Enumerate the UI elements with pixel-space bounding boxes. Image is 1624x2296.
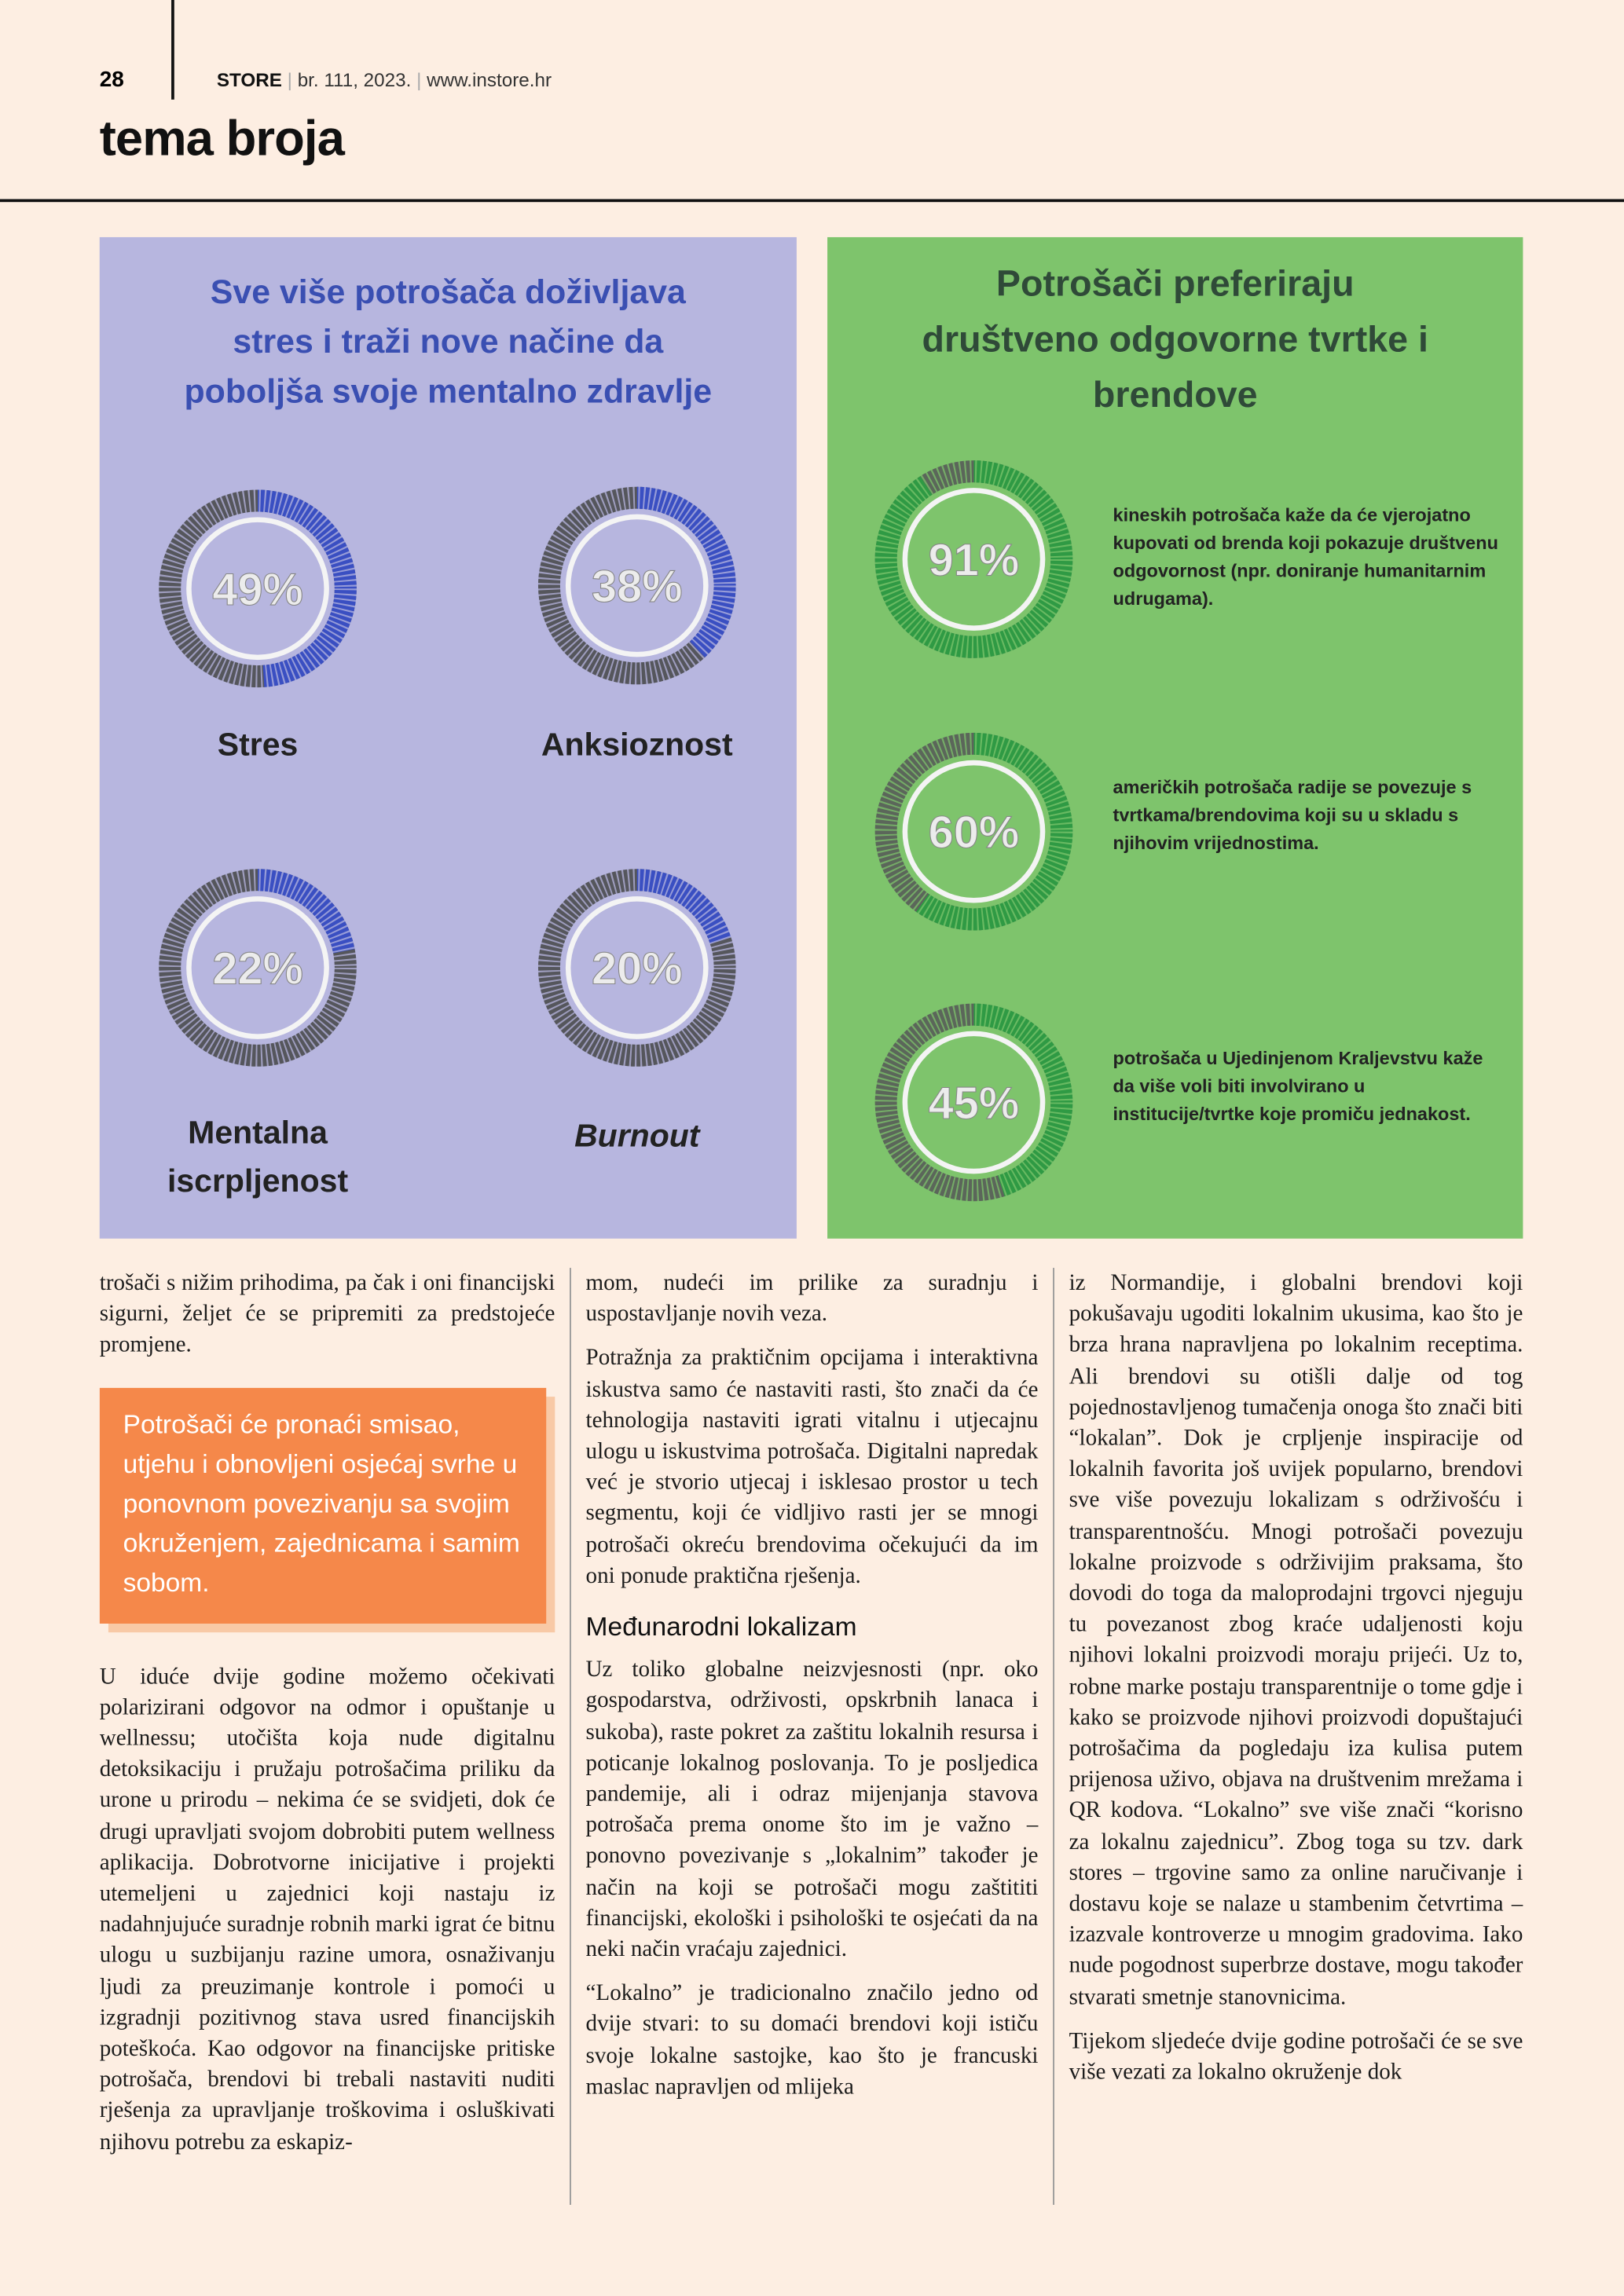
donut-label: Burnout [574, 1117, 702, 1153]
infographic-title: društveno odgovorne tvrtke i [922, 318, 1428, 359]
website: www.instore.hr [427, 68, 552, 91]
page-number: 28 [99, 67, 124, 93]
donut-label: iscrpljenost [167, 1163, 348, 1199]
paragraph: mom, nudeći im prilike za suradnju i usp… [585, 1270, 1039, 1327]
paragraph: trošači s nižim prihodima, pa čak i oni … [99, 1270, 555, 1358]
paragraph: Uz toliko globalne neizvjesnosti (npr. o… [585, 1657, 1039, 1962]
paragraph: iz Normandije, i globalni brendovi koji … [1069, 1270, 1523, 2010]
donut-inner-ring [186, 896, 329, 1039]
donut-ticks [874, 460, 1074, 659]
donut-value: 60% [929, 807, 1020, 858]
section-title: tema broja [99, 111, 345, 167]
masthead: STORE | br. 111, 2023. | www.instore.hr [216, 68, 552, 91]
donut-inner-ring [186, 517, 329, 661]
column-rule [570, 1268, 571, 2205]
pull-quote: Potrošači će pronaći smisao, utjehu i ob… [99, 1387, 547, 1624]
donut-arc [537, 869, 736, 1067]
donut-arc [159, 869, 357, 1067]
donut-ticks [537, 485, 737, 686]
issue: br. 111, 2023. [297, 68, 412, 91]
donut-inner-ring [902, 760, 1046, 903]
paragraph: Tijekom sljedeće dvije godine potrošači … [1069, 2029, 1523, 2085]
donut-inner-ring [565, 514, 709, 657]
paragraph: U iduće dvije godine možemo očekivati po… [99, 1664, 555, 2155]
donut-ticks [158, 489, 357, 689]
infographic-title: poboljša svoje mentalno zdravlje [185, 373, 713, 411]
donut-inner-ring [902, 1031, 1046, 1174]
donut-value: 49% [212, 565, 303, 615]
infographic-title: Sve više potrošača doživljava [211, 273, 687, 311]
paragraph: Potražnja za praktičnim opcijama i inter… [585, 1346, 1039, 1588]
donut-inner-ring [565, 896, 709, 1039]
infographics: Sve više potrošača doživljava stres i tra… [99, 236, 1523, 1239]
donut-inner-ring [902, 488, 1046, 631]
brand: STORE [216, 68, 282, 91]
donut-value: 45% [929, 1078, 1020, 1129]
infographic-title: Potrošači preferiraju [996, 262, 1355, 303]
donut-value: 91% [929, 535, 1020, 585]
header-rule [171, 0, 174, 100]
donut-ticks [874, 1002, 1074, 1203]
donut-description: američkih potrošača radije se povezuje s… [1113, 777, 1472, 854]
infographic-panel [99, 236, 797, 1239]
donut-value: 38% [592, 562, 683, 612]
text-column: iz Normandije, i globalni brendovi koji … [1069, 1268, 1523, 2219]
donut-value: 22% [212, 944, 303, 994]
subheading: Međunarodni lokalizam [585, 1612, 857, 1642]
text-column: trošači s nižim prihodima, pa čak i oni … [99, 1268, 555, 2219]
infographic-title: brendove [1093, 374, 1258, 415]
paragraph: “Lokalno” je tradicionalno značilo jedno… [585, 1981, 1039, 2100]
header-divider [0, 199, 1624, 203]
donut-label: Anksioznost [541, 727, 733, 763]
column-rule [1053, 1268, 1054, 2205]
donut-ticks [874, 731, 1074, 932]
text-column: mom, nudeći im prilike za suradnju i usp… [586, 1268, 1039, 2219]
donut-label: Stres [218, 727, 299, 763]
donut-value: 20% [592, 944, 683, 994]
infographic-title: stres i traži nove načine da [233, 323, 664, 361]
donut-label: Mentalna [188, 1115, 328, 1151]
donut-description: kineskih potrošača kaže da će vjerojatno… [1113, 505, 1498, 610]
donut-description: potrošača u Ujedinjenom Kraljevstvu kaže… [1113, 1048, 1483, 1125]
